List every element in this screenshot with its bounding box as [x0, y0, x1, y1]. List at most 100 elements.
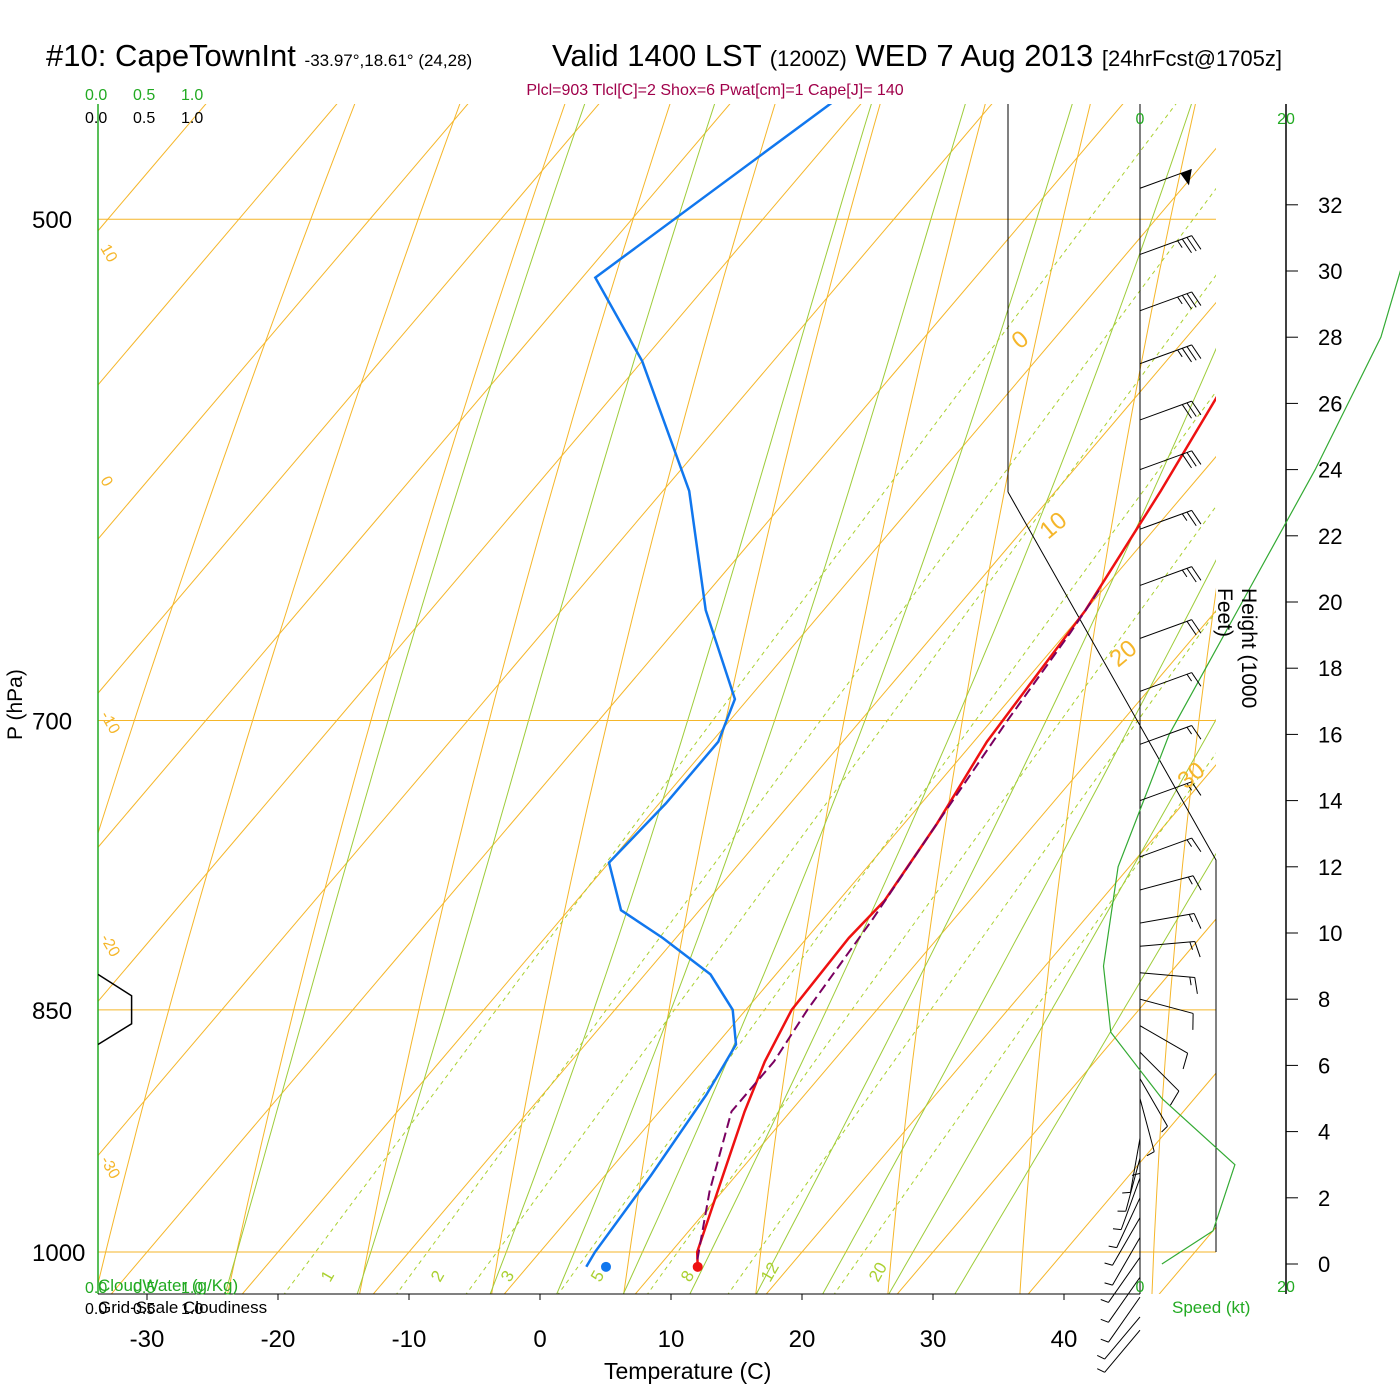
wind-barb-half-feather — [1187, 876, 1193, 885]
wind-barb-half-feather — [1100, 1299, 1109, 1303]
height-tick-label: 28 — [1318, 325, 1342, 350]
wind-barb — [1139, 509, 1202, 530]
height-tick-label: 32 — [1318, 193, 1342, 218]
moist-adiabat-line — [489, 104, 872, 1294]
wind-barb-feather — [1186, 293, 1197, 308]
isotherm-line — [0, 0, 382, 1325]
wind-barb-shaft — [1139, 972, 1195, 979]
station-name: #10: CapeTownInt — [46, 38, 296, 73]
cloudwater-bottom-tick-label: 0.0 — [85, 1280, 107, 1297]
wind-barb — [1139, 291, 1202, 312]
mixing-ratio-line — [557, 390, 1216, 1294]
valid-time-title: Valid 1400 LST (1200Z) WED 7 Aug 2013 [2… — [552, 38, 1282, 74]
wind-barb-feather — [1186, 402, 1197, 417]
wind-barb-feather — [1194, 941, 1201, 958]
wind-barb-shaft — [1139, 168, 1192, 189]
height-tick-label: 8 — [1318, 987, 1330, 1012]
dry-adiabat-line — [1151, 587, 1216, 1294]
isotherm-line — [98, 104, 731, 849]
isotherm-line — [634, 610, 1216, 1294]
dry-adiabat-line — [755, 104, 986, 1294]
isotherm-label-left: 0 — [97, 474, 116, 490]
wind-barb-feather — [1191, 291, 1202, 306]
wind-barb-feather — [1181, 348, 1192, 363]
wind-barb — [1122, 1138, 1141, 1194]
mixing-ratio-label: 1 — [317, 1267, 338, 1285]
height-tick-label: 20 — [1318, 590, 1342, 615]
isotherm-label-left: -30 — [97, 1154, 123, 1183]
wind-barb-shaft — [1139, 725, 1192, 745]
speed-top-tick-label: 0 — [1136, 111, 1145, 128]
height-tick-label: 14 — [1318, 789, 1342, 814]
wind-barb-shaft — [1139, 1078, 1168, 1127]
moist-adiabat-line — [755, 347, 1216, 1294]
wind-barb — [1104, 1237, 1141, 1286]
temperature-tick-label: 30 — [920, 1326, 947, 1353]
wind-barb-shaft — [1139, 837, 1192, 858]
wind-barb-half-feather — [1181, 513, 1188, 521]
mixing-ratio-label: 3 — [497, 1267, 518, 1285]
wind-barb-shaft — [1139, 566, 1192, 586]
isotherm-line — [0, 0, 644, 1325]
wind-barb-feather — [1191, 344, 1202, 359]
cloudiness-bottom-tick-label: 0.0 — [85, 1301, 107, 1318]
wind-barb — [1097, 1329, 1141, 1373]
wind-barb-half-feather — [1186, 839, 1193, 847]
wind-barb-half-feather — [1104, 1282, 1113, 1286]
cloudiness-top-tick-label: 0.5 — [133, 110, 155, 127]
isotherm-line — [98, 104, 338, 386]
wind-barb-shaft — [1139, 509, 1192, 530]
wind-barb-shaft — [1139, 450, 1192, 471]
wind-barb-feather — [1169, 1090, 1180, 1106]
wind-barb-shaft — [1139, 291, 1192, 312]
isotherm-line — [896, 918, 1216, 1294]
wind-barb-shaft — [1139, 400, 1192, 421]
sounding-indices: Plcl=903 Tlcl[C]=2 Shox=6 Pwat[cm]=1 Cap… — [526, 82, 904, 99]
y-axis-title: P (hPa) — [4, 669, 27, 740]
wind-barb-shaft — [1108, 1276, 1141, 1323]
height-tick-label: 12 — [1318, 855, 1342, 880]
temperature-tick-label: 0 — [533, 1326, 546, 1353]
cloudiness-bottom-tick-label: 0.5 — [133, 1301, 155, 1318]
wind-barb-shaft — [1139, 1098, 1155, 1152]
wind-barb-half-feather — [1177, 240, 1183, 248]
wind-barb-feather — [1181, 295, 1192, 310]
wind-barb — [1100, 1296, 1141, 1343]
wind-barb — [1097, 1316, 1141, 1360]
valid-prefix: Valid 1400 LST — [552, 38, 762, 73]
wind-barb-shaft — [1139, 1025, 1188, 1054]
wind-barb — [1139, 235, 1202, 255]
isotherm-line — [241, 147, 1216, 1294]
wind-barb-feather — [1186, 511, 1197, 527]
wind-barb-half-feather — [1097, 1355, 1105, 1360]
wind-barb-half-feather — [1100, 1318, 1109, 1323]
wind-barb — [1139, 672, 1202, 692]
cloudwater-axis-label: CloudWater (g/Kg) — [98, 1276, 239, 1295]
wind-barb-feather — [1191, 566, 1202, 581]
wind-barb-shaft — [1116, 1197, 1141, 1248]
height-tick-label: 22 — [1318, 524, 1342, 549]
wind-barb — [1108, 1197, 1141, 1249]
wind-barb — [1139, 837, 1202, 858]
isotherm-label-right: 20 — [1105, 635, 1143, 673]
height-tick-label: 2 — [1318, 1186, 1330, 1211]
wind-barb-shaft — [1139, 619, 1192, 639]
moist-adiabat-line — [356, 104, 716, 1294]
wind-barb-half-feather — [1100, 1338, 1109, 1343]
wind-barb-feather — [1181, 404, 1192, 419]
height-tick-label: 16 — [1318, 722, 1342, 747]
isotherm-line — [98, 104, 862, 1003]
wind-barb — [1139, 998, 1194, 1030]
wind-barb — [1100, 1276, 1141, 1323]
dry-adiabat-line — [887, 104, 1091, 1294]
pressure-tick-label: 700 — [32, 709, 72, 736]
wind-barb — [1139, 168, 1192, 189]
surface-dewpoint-marker — [600, 1261, 611, 1272]
wind-barb-feather — [1186, 621, 1197, 636]
isotherm-label-right: 10 — [1035, 507, 1073, 545]
wind-barb-half-feather — [1186, 673, 1193, 682]
station-title: #10: CapeTownInt -33.97°,18.61° (24,28) — [46, 38, 472, 74]
moist-adiabat-line — [689, 104, 1192, 1294]
wind-barb — [1139, 940, 1201, 958]
